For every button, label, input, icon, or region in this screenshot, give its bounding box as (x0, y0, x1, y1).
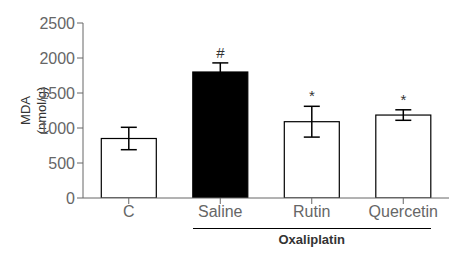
html-text:Oxaliplatin: Oxaliplatin (278, 232, 345, 247)
svg-text:#: # (216, 44, 225, 61)
html-text:MDA: MDA (18, 96, 33, 125)
svg-text:*: * (400, 91, 406, 108)
svg-text:1500: 1500 (39, 85, 75, 102)
svg-text:Quercetin: Quercetin (369, 203, 438, 220)
svg-text:C: C (123, 203, 135, 220)
svg-text:500: 500 (48, 155, 75, 172)
svg-text:1000: 1000 (39, 120, 75, 137)
svg-text:2500: 2500 (39, 15, 75, 32)
svg-text:Rutin: Rutin (293, 203, 330, 220)
svg-text:*: * (309, 87, 315, 104)
html-text:(nmol/g): (nmol/g) (33, 86, 49, 135)
svg-text:2000: 2000 (39, 50, 75, 67)
svg-text:0: 0 (66, 190, 75, 207)
svg-text:Saline: Saline (198, 203, 243, 220)
